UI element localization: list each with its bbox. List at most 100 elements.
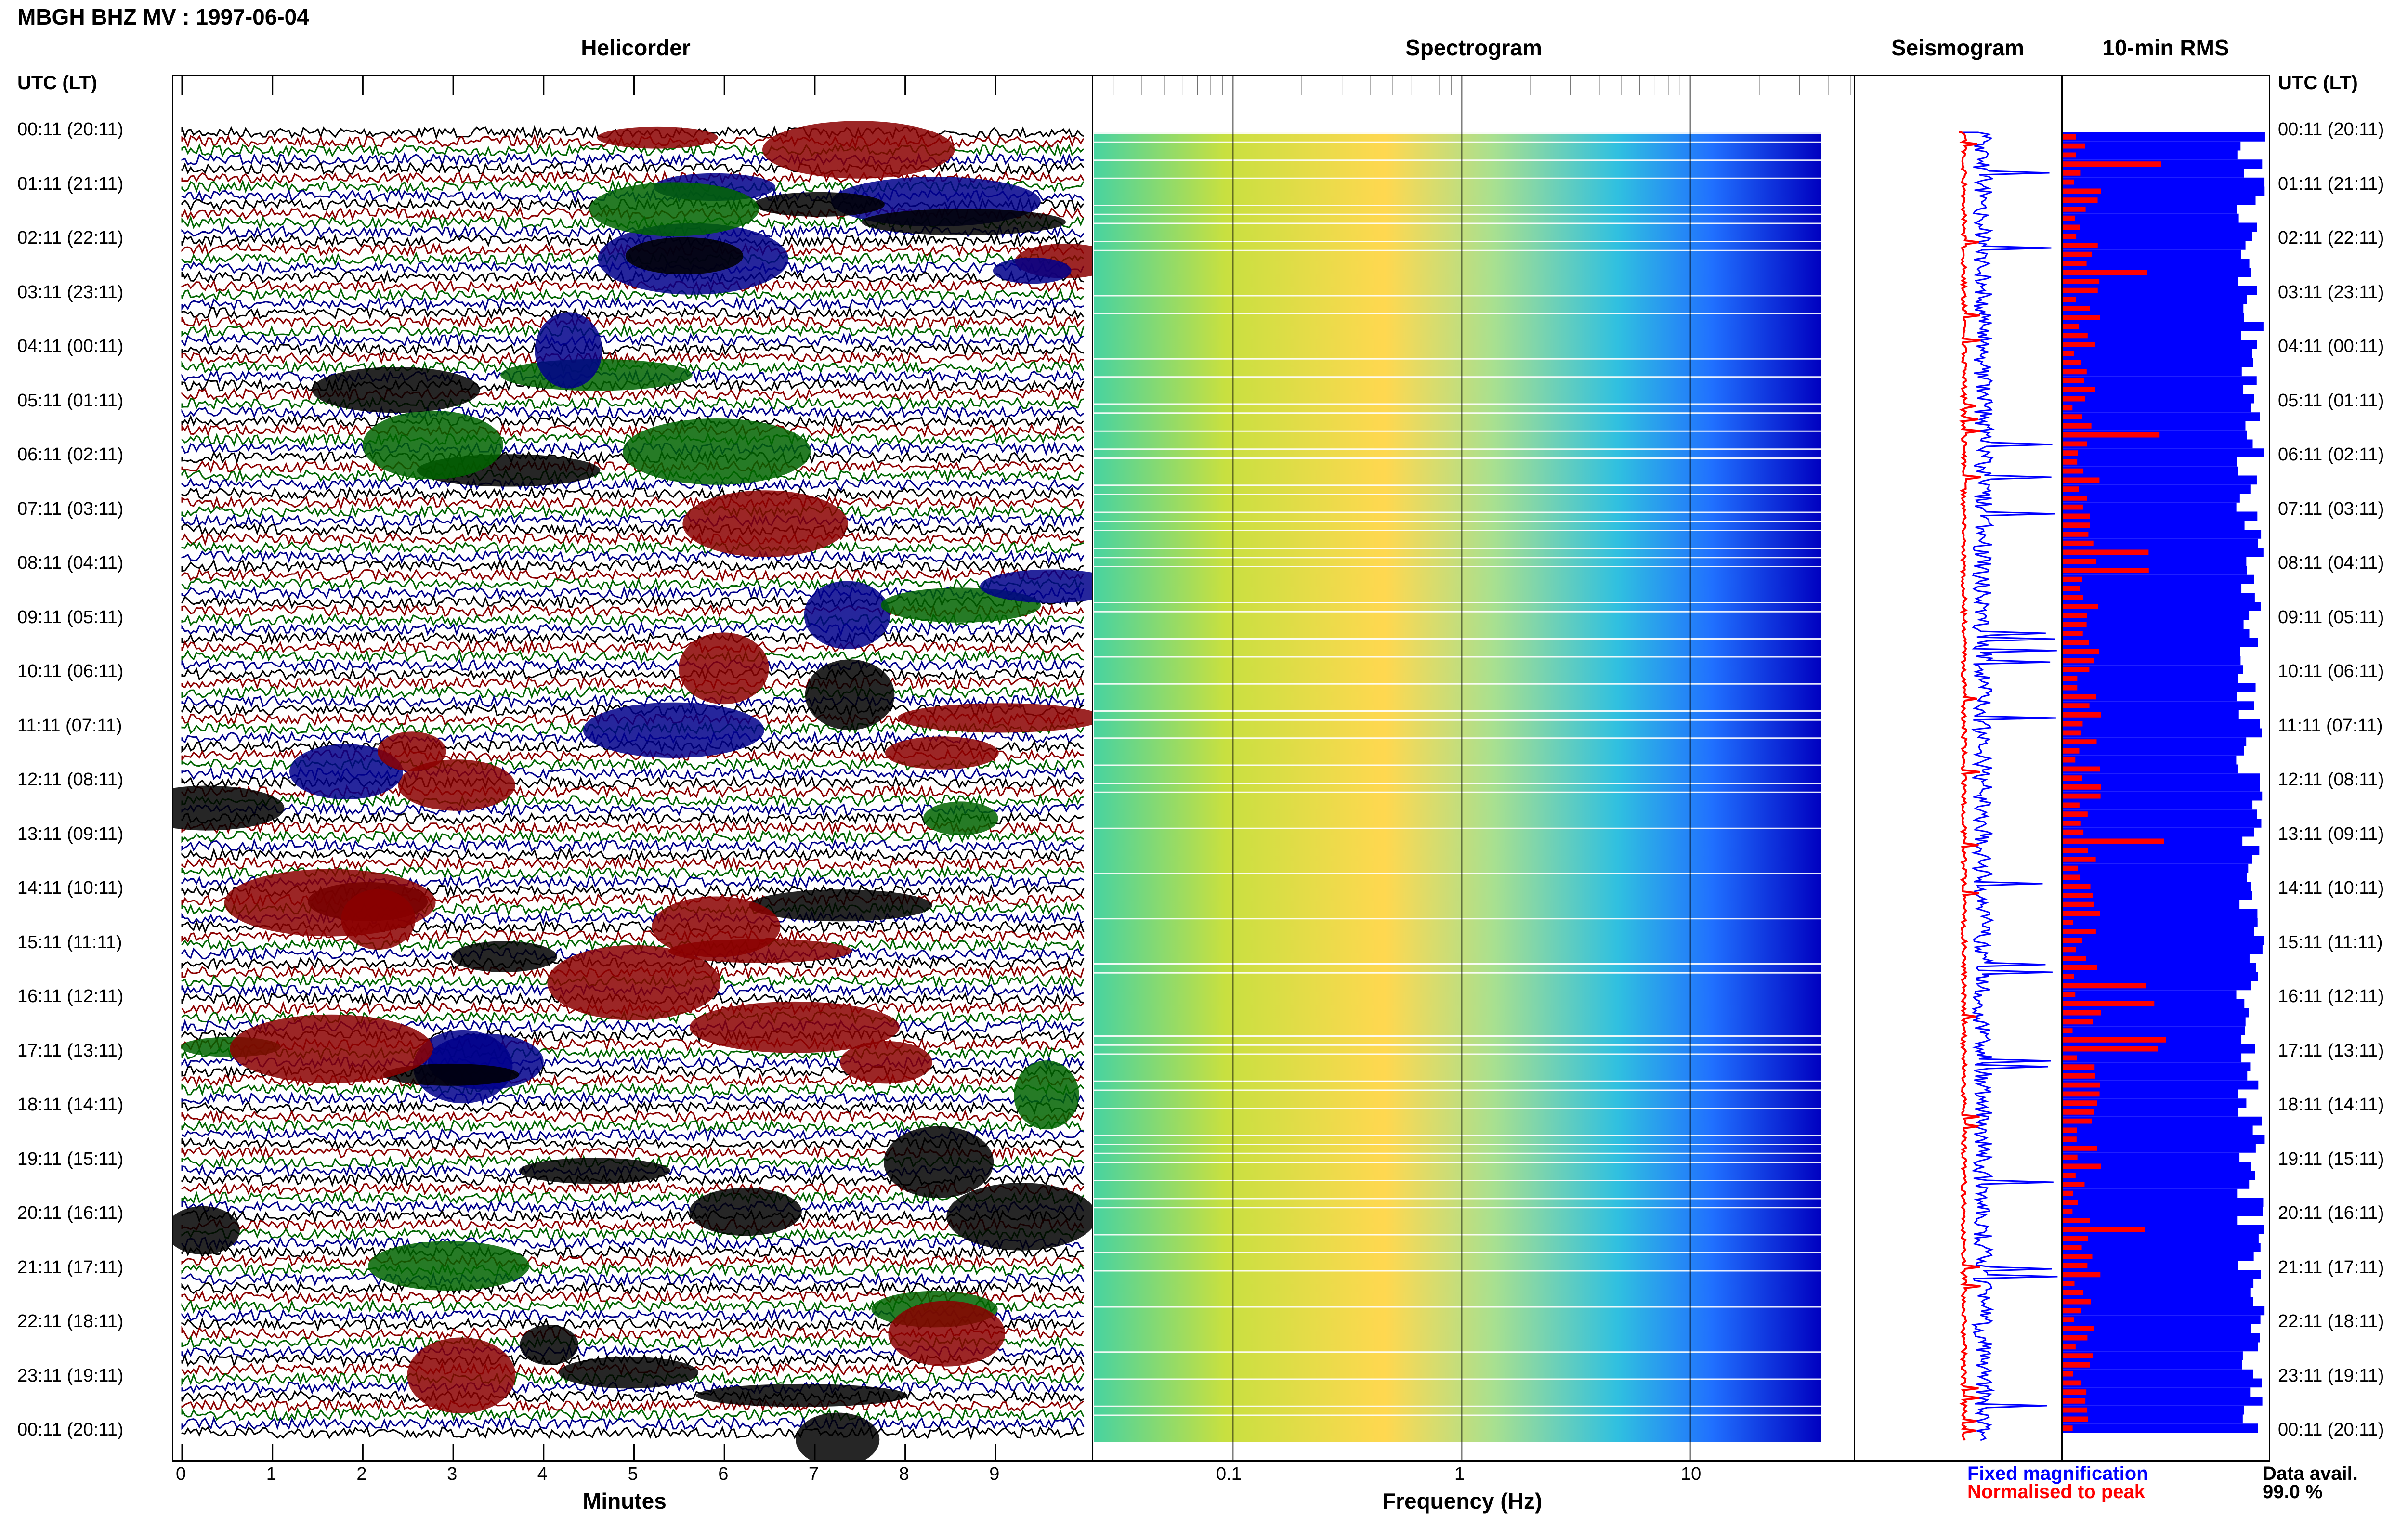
time-label-right: 17:11 (13:11) (2278, 1040, 2384, 1061)
rms-bar-normalised (2063, 468, 2084, 474)
rms-bar-normalised (2063, 423, 2092, 429)
helicorder-trace (181, 667, 1085, 681)
rms-bar-fixed (2063, 629, 2250, 638)
rms-bar-normalised (2063, 1136, 2077, 1142)
rms-bar-fixed (2063, 1378, 2262, 1388)
rms-bar-fixed (2063, 674, 2238, 683)
rms-bar-normalised (2063, 1100, 2097, 1106)
helicorder-trace (181, 414, 1084, 429)
rms-bar-fixed (2063, 909, 2258, 918)
rms-bar-normalised (2063, 1173, 2076, 1178)
rms-bar-fixed (2063, 1152, 2240, 1162)
rms-bar-fixed (2063, 439, 2253, 449)
rms-bar-normalised (2063, 748, 2080, 754)
rms-bar-normalised (2063, 838, 2164, 844)
rms-bar-fixed (2063, 494, 2240, 503)
rms-bar-normalised (2063, 712, 2101, 718)
rms-bar-fixed (2063, 259, 2250, 268)
rms-bar-fixed (2063, 800, 2253, 810)
rms-bar-normalised (2063, 1281, 2075, 1286)
helicorder-title: Helicorder (581, 35, 691, 60)
time-label-right: 15:11 (11:11) (2278, 932, 2383, 953)
rms-bar-normalised (2063, 1272, 2101, 1278)
time-label-left: 14:11 (10:11) (17, 878, 124, 898)
rms-bar-normalised (2063, 1290, 2083, 1295)
rms-bar-fixed (2063, 1243, 2261, 1252)
rms-bar-fixed (2063, 683, 2256, 692)
time-label-right: 00:11 (20:11) (2278, 1420, 2384, 1440)
time-label-right: 18:11 (14:11) (2278, 1095, 2384, 1115)
rms-bar-normalised (2063, 1091, 2100, 1097)
helicorder-trace (181, 1236, 1084, 1251)
rms-bar-fixed (2063, 1297, 2253, 1306)
time-label-right: 20:11 (16:11) (2278, 1203, 2384, 1223)
rms-bar-normalised (2063, 513, 2090, 519)
rms-bar-fixed (2063, 132, 2265, 142)
rms-bar-normalised (2063, 586, 2080, 591)
rms-bar-fixed (2063, 954, 2250, 963)
rms-bar-fixed (2063, 502, 2237, 512)
helicorder-trace (181, 676, 1085, 691)
helicorder-trace (181, 1082, 1085, 1097)
helicorder-trace (181, 658, 1084, 672)
rms-bar-normalised (2063, 179, 2074, 185)
helicorder-event (796, 1412, 880, 1460)
rms-bar-normalised (2063, 1163, 2101, 1169)
rms-bar-normalised (2063, 243, 2098, 248)
time-label-right: 23:11 (19:11) (2278, 1365, 2384, 1386)
spectrogram-gap (1094, 548, 1821, 549)
spectrogram-gap (1094, 1180, 1821, 1181)
spectrogram-title: Spectrogram (1405, 35, 1542, 60)
rms-bar-fixed (2063, 1252, 2254, 1261)
spectrogram-gap (1094, 1405, 1821, 1407)
seismogram-normalised-trace (1959, 131, 1981, 1441)
rms-bar-fixed (2063, 1270, 2261, 1279)
rms-bar-normalised (2063, 1254, 2093, 1259)
rms-bar-fixed (2063, 169, 2244, 178)
rms-bar-normalised (2063, 829, 2084, 835)
rms-panel (2061, 75, 2270, 1462)
rms-bar-fixed (2063, 538, 2258, 548)
rms-bar-normalised (2063, 459, 2078, 465)
rms-bar-fixed (2063, 177, 2265, 187)
helicorder-tick-label: 5 (628, 1464, 638, 1484)
rms-bar-normalised (2063, 884, 2091, 889)
rms-bar-normalised (2063, 920, 2073, 925)
helicorder-tick-label: 0 (176, 1464, 186, 1484)
rms-bar-normalised (2063, 477, 2100, 483)
rms-bar-normalised (2063, 576, 2082, 582)
rms-bar-fixed (2063, 1171, 2255, 1180)
helicorder-trace (181, 928, 1085, 944)
helicorder-event (682, 490, 848, 557)
rms-bar-normalised (2063, 1064, 2095, 1070)
rms-bar-fixed (2063, 521, 2245, 530)
rms-bar-normalised (2063, 1146, 2097, 1151)
helicorder-event (689, 1001, 900, 1053)
rms-bar-fixed (2063, 1008, 2249, 1018)
data-avail-value: 99.0 % (2263, 1481, 2323, 1502)
rms-bar-fixed (2063, 222, 2257, 232)
spectrogram-image (1094, 132, 1821, 1442)
rms-bar-fixed (2063, 656, 2241, 666)
rms-bar-fixed (2063, 701, 2254, 710)
rms-bar-normalised (2063, 1362, 2090, 1368)
spectrogram-gap (1094, 132, 1821, 134)
time-label-left: 00:11 (20:11) (17, 119, 124, 140)
helicorder-trace (181, 405, 1084, 420)
rms-bar-fixed (2063, 1053, 2242, 1063)
helicorder-event (535, 312, 602, 389)
helicorder-event (840, 1041, 932, 1084)
rms-bar-fixed (2063, 1369, 2253, 1379)
spectrogram-gap (1094, 1306, 1821, 1308)
time-label-right: 09:11 (05:11) (2278, 607, 2384, 627)
helicorder-trace (181, 640, 1084, 655)
rms-bar-fixed (2063, 150, 2238, 160)
spectrogram-gap (1094, 683, 1821, 685)
spectrogram-gap (1094, 1152, 1821, 1154)
rms-bar-normalised (2063, 1037, 2166, 1043)
spectrogram-gap (1094, 719, 1821, 721)
helicorder-event (923, 801, 998, 835)
helicorder-trace (181, 1118, 1084, 1134)
rms-bar-normalised (2063, 802, 2080, 808)
spectrogram-gap (1094, 241, 1821, 242)
